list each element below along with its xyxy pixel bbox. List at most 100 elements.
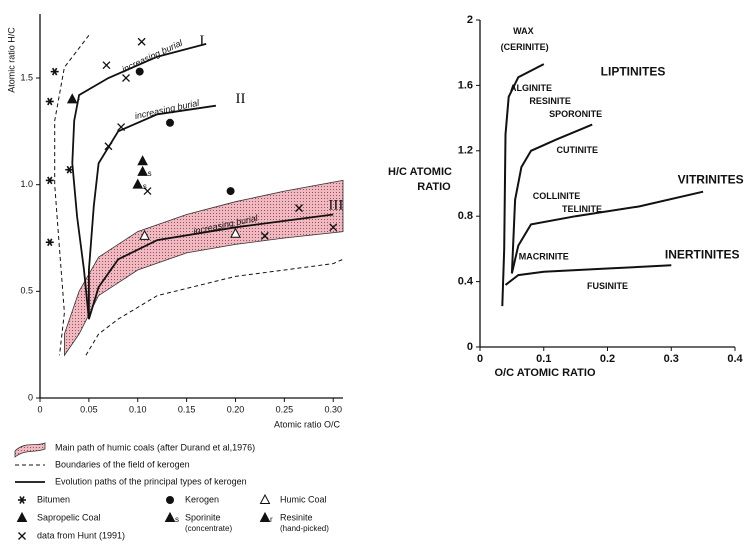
- evolution-path: [88, 104, 217, 320]
- asterisk-stroke: [47, 176, 53, 185]
- y-tick-label: 0.8: [458, 210, 473, 222]
- marker: [45, 238, 54, 247]
- legend-tag: r: [270, 515, 273, 524]
- marker: [102, 61, 111, 70]
- legend-label: Sporinite: [185, 512, 221, 522]
- tri: [66, 93, 78, 104]
- annotation: TELINITE: [562, 204, 602, 214]
- marker: [18, 496, 26, 504]
- annotation: increasing burial: [120, 37, 185, 74]
- marker: [66, 93, 78, 104]
- asterisk-stroke: [47, 97, 53, 106]
- marker: [16, 511, 28, 522]
- dot: [135, 67, 144, 76]
- series-line: [510, 190, 704, 274]
- legend-label: Resinite: [280, 512, 313, 522]
- y-tick-label: 0: [467, 341, 473, 353]
- legend-label: Bitumen: [37, 494, 70, 504]
- y-axis-label: H/C ATOMIC: [388, 166, 452, 178]
- marker: [164, 511, 176, 522]
- marker: [135, 67, 144, 76]
- y-tick-label: 1.6: [458, 79, 473, 91]
- marker: [137, 37, 146, 46]
- marker: [104, 142, 113, 151]
- x-tick-label: 0.2: [600, 353, 615, 365]
- y-tick-label: 2: [467, 14, 473, 26]
- x-tick-label: 0.4: [727, 353, 743, 365]
- marker: [65, 165, 74, 174]
- path-label: III: [328, 197, 343, 213]
- y-axis-label: Atomic ratio H/C: [6, 27, 16, 93]
- marker: [122, 74, 130, 82]
- asterisk-stroke: [66, 165, 73, 174]
- marker: [132, 178, 144, 189]
- annotation: MACRINITE: [519, 251, 569, 261]
- path-label: II: [235, 91, 245, 107]
- x-axis-label: Atomic ratio O/C: [274, 419, 341, 429]
- marker: [226, 187, 235, 196]
- x-axis-label: O/C ATOMIC RATIO: [494, 367, 595, 379]
- annotation: LIPTINITES: [601, 64, 666, 78]
- x-tick-label: 0.20: [227, 404, 245, 414]
- y-axis-label: RATIO: [417, 181, 451, 193]
- tri: [137, 165, 148, 176]
- cross-stroke: [102, 61, 111, 70]
- legend-label: Sapropelic Coal: [37, 512, 101, 522]
- marker: [259, 511, 271, 522]
- tri: [259, 511, 271, 522]
- marker: [259, 493, 271, 504]
- legend-band: [14, 442, 46, 458]
- tri: [139, 229, 150, 240]
- y-tick-label: 1.0: [20, 179, 33, 189]
- marker-tag: s: [143, 182, 147, 191]
- marker: [260, 231, 269, 240]
- legend-label: data from Hunt (1991): [37, 530, 125, 540]
- series-line: [510, 123, 593, 274]
- y-tick-label: 0.5: [20, 286, 33, 296]
- dot: [166, 496, 174, 504]
- legend-tag: s: [175, 515, 179, 524]
- x-tick-label: 0.1: [536, 353, 551, 365]
- marker: [295, 204, 303, 213]
- tri: [16, 511, 28, 522]
- x-tick-label: 0.10: [129, 404, 147, 414]
- cross-stroke: [295, 204, 303, 213]
- annotation: FUSINITE: [587, 281, 628, 291]
- legend-label: Kerogen: [185, 494, 219, 504]
- cross-stroke: [329, 223, 338, 232]
- x-tick-label: 0.15: [178, 404, 196, 414]
- marker-tag: r: [77, 96, 80, 105]
- dot: [226, 187, 235, 196]
- cross-stroke: [143, 187, 152, 196]
- marker: [230, 227, 241, 238]
- marker: [143, 187, 152, 196]
- marker: [329, 223, 338, 232]
- tri: [259, 493, 271, 504]
- tri: [137, 155, 148, 166]
- cross-stroke: [122, 74, 130, 82]
- legend-detail: (hand-picked): [280, 524, 329, 533]
- boundary-line: [85, 258, 344, 356]
- cross-stroke: [260, 231, 269, 240]
- annotation: SPORONITE: [549, 109, 602, 119]
- marker: [50, 67, 59, 76]
- legend-detail: (concentrate): [185, 524, 232, 533]
- marker-tag: s: [148, 169, 152, 178]
- y-tick-label: 0: [28, 392, 33, 402]
- annotation: increasing burial: [134, 97, 201, 121]
- tri: [164, 511, 176, 522]
- asterisk-stroke: [19, 496, 25, 504]
- series-label: WAX: [513, 26, 534, 36]
- asterisk-stroke: [51, 67, 58, 76]
- marker: [137, 155, 148, 166]
- evolution-path: [71, 43, 207, 320]
- y-tick-label: 1.2: [458, 145, 473, 157]
- marker: [117, 123, 126, 132]
- tri: [230, 227, 241, 238]
- annotation: ALGINITE: [510, 83, 552, 93]
- tri: [132, 178, 144, 189]
- cross-stroke: [137, 37, 146, 46]
- y-tick-label: 0.4: [458, 276, 474, 288]
- x-tick-label: 0.3: [664, 353, 679, 365]
- legend-label: Humic Coal: [280, 494, 327, 504]
